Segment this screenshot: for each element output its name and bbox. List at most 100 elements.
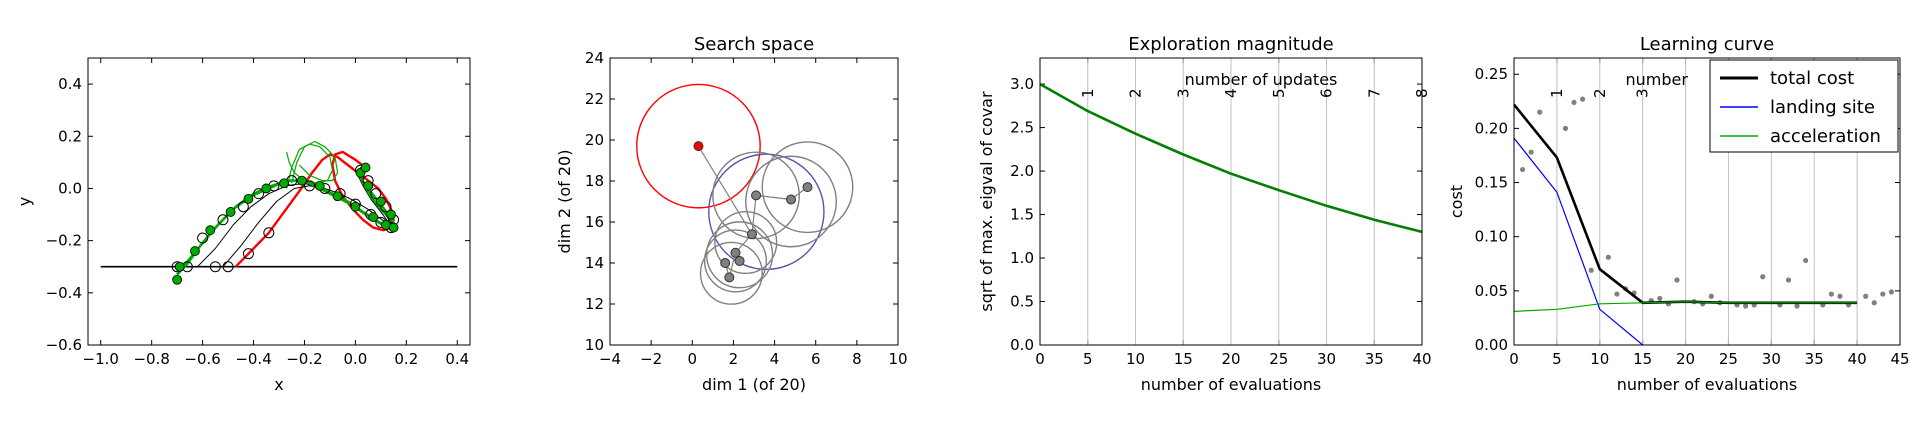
x-tick-label: 6 bbox=[811, 350, 821, 368]
update-number-label: 2 bbox=[1591, 88, 1609, 98]
legend-label: total cost bbox=[1770, 68, 1854, 89]
search-point bbox=[720, 258, 731, 268]
trajectory-marker-filled bbox=[205, 225, 216, 236]
top-axis-label: number bbox=[1626, 70, 1689, 89]
trajectory-marker bbox=[222, 261, 234, 273]
x-tick-label: 0.4 bbox=[445, 350, 469, 368]
trajectory-marker bbox=[209, 261, 221, 273]
trajectory-marker bbox=[217, 214, 229, 226]
x-tick-label: 2 bbox=[729, 350, 739, 368]
chart-title: Search space bbox=[694, 34, 814, 55]
sample-cost-point bbox=[1888, 289, 1895, 295]
trajectory-plot: −1.0 −0.8 −0.6 −0.4 −0.2 0.0 0.2 0.4 −0.6 −0.4 −0.… bbox=[15, 57, 471, 394]
trajectory-marker-filled bbox=[386, 209, 396, 220]
sample-cost-point bbox=[1743, 303, 1749, 309]
x-tick-label: 4 bbox=[770, 350, 780, 368]
axes-frame-top bbox=[1039, 57, 1423, 346]
update-number-label: 2 bbox=[1127, 88, 1145, 98]
y-tick-label: 10 bbox=[585, 336, 604, 354]
x-tick-label: 15 bbox=[1633, 350, 1652, 368]
sample-cost-point bbox=[1863, 293, 1869, 299]
sample-cost-point bbox=[1580, 96, 1586, 102]
y-tick-label: 0.20 bbox=[1475, 119, 1508, 137]
update-number-label: 1 bbox=[1079, 88, 1097, 98]
x-tick-label: 0 bbox=[1509, 350, 1519, 368]
legend-label: landing site bbox=[1770, 97, 1875, 118]
y-tick-label: 12 bbox=[585, 295, 604, 313]
sample-cost-point bbox=[1785, 277, 1792, 283]
y-tick-label: 2.0 bbox=[1010, 162, 1034, 180]
trajectory-marker-filled bbox=[190, 246, 200, 256]
learning-curve-lines bbox=[1514, 103, 1858, 345]
trajectory-marker bbox=[197, 232, 209, 244]
covariance-circle bbox=[714, 210, 778, 275]
x-tick-label: −0.8 bbox=[133, 350, 169, 368]
sample-cost-point bbox=[1562, 125, 1569, 131]
x-tick-label: 30 bbox=[1762, 350, 1781, 368]
top-axis-label: number of updates bbox=[1185, 70, 1338, 89]
x-tick-label: 10 bbox=[888, 350, 907, 368]
y-axis-label: cost bbox=[1447, 185, 1466, 218]
trajectory-marker-filled bbox=[388, 222, 399, 233]
x-axis-label: number of evaluations bbox=[1141, 375, 1322, 394]
x-tick-label: −2 bbox=[640, 350, 662, 368]
x-tick-label: 10 bbox=[1590, 350, 1609, 368]
trajectory-marker-filled bbox=[314, 180, 325, 191]
trajectory-marker bbox=[263, 227, 275, 239]
y-tick-label: 18 bbox=[585, 172, 604, 190]
x-tick-label: 0 bbox=[1035, 350, 1045, 368]
cost-line-blue bbox=[1514, 137, 1644, 345]
trajectory-marker-filled bbox=[368, 212, 379, 223]
search-point bbox=[746, 229, 757, 240]
y-tick-label: 14 bbox=[585, 254, 604, 272]
y-tick-label: 0.0 bbox=[1010, 336, 1034, 354]
x-tick-label: 40 bbox=[1848, 350, 1867, 368]
x-axis-label: x bbox=[274, 375, 283, 394]
sample-cost-point bbox=[1588, 267, 1594, 273]
x-tick-label: 5 bbox=[1083, 350, 1093, 368]
sample-cost-point bbox=[1880, 291, 1886, 297]
trajectory-marker-filled bbox=[243, 193, 254, 204]
sample-cost-point bbox=[1708, 293, 1714, 299]
update-number-label: 5 bbox=[1270, 88, 1288, 98]
x-tick-label: 30 bbox=[1317, 350, 1336, 368]
update-number-label: 4 bbox=[1222, 88, 1240, 98]
x-tick-label: 0.2 bbox=[394, 350, 418, 368]
x-tick-label: −1.0 bbox=[83, 350, 119, 368]
trajectory-marker-filled bbox=[350, 201, 361, 212]
x-tick-label: 10 bbox=[1126, 350, 1145, 368]
update-link bbox=[751, 195, 757, 235]
sample-cost-point bbox=[1828, 291, 1834, 297]
sample-cost-point bbox=[1571, 99, 1577, 106]
trajectory-marker-filled bbox=[172, 274, 183, 285]
covariance-circle bbox=[745, 155, 837, 248]
search-point bbox=[786, 194, 797, 205]
x-tick-label: 35 bbox=[1365, 350, 1384, 368]
y-tick-label: 0.10 bbox=[1475, 228, 1508, 246]
y-tick-label: 0.2 bbox=[58, 127, 82, 145]
sample-cost-point bbox=[1537, 109, 1543, 115]
search-point bbox=[751, 190, 762, 201]
sample-cost-point bbox=[1837, 293, 1843, 299]
y-tick-label: 0.0 bbox=[58, 179, 82, 197]
trajectory-black-line bbox=[222, 167, 395, 268]
trajectory-marker bbox=[304, 180, 316, 192]
sample-cost-point bbox=[1871, 300, 1877, 306]
cost-line-green bbox=[1514, 301, 1858, 312]
y-tick-label: 0.00 bbox=[1475, 336, 1508, 354]
trajectory-marker-filled bbox=[332, 191, 343, 202]
search-point bbox=[693, 141, 704, 152]
update-number-label: 3 bbox=[1634, 88, 1652, 98]
update-link bbox=[755, 194, 792, 201]
x-tick-label: −0.4 bbox=[235, 350, 271, 368]
covariance-circle bbox=[703, 229, 768, 293]
y-tick-label: 22 bbox=[585, 90, 604, 108]
sample-cost-point bbox=[1519, 166, 1526, 173]
x-tick-label: −0.2 bbox=[286, 350, 322, 368]
trajectory-marker bbox=[370, 188, 382, 200]
learning-curve-plot: 0 5 10 15 20 25 30 35 40 45 0.00 0.05 0.10 0.15 0.20 0.… bbox=[1447, 34, 1910, 394]
sample-cost-point bbox=[1674, 277, 1680, 283]
y-tick-label: 20 bbox=[585, 131, 604, 149]
